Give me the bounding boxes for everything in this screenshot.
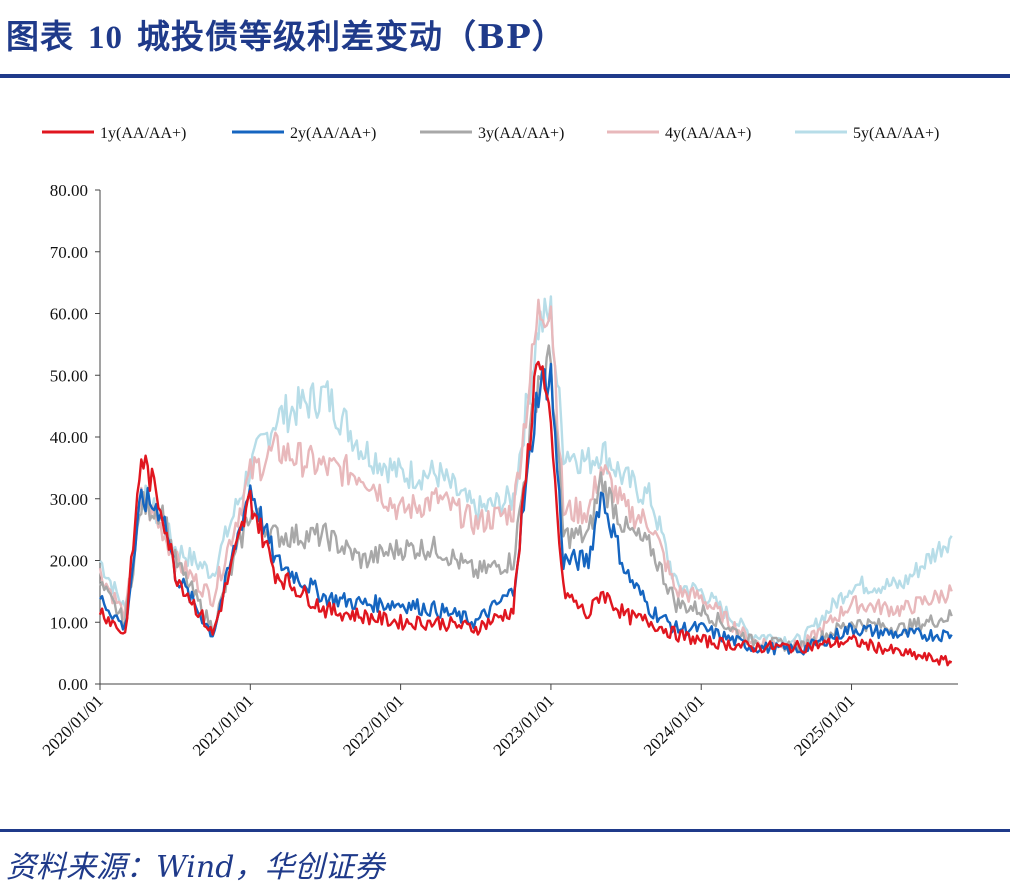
x-tick-label: 2022/01/01 — [339, 691, 407, 759]
y-tick-label: 80.00 — [50, 181, 88, 200]
x-tick-label: 2020/01/01 — [39, 691, 107, 759]
legend-label-5y: 5y(AA/AA+) — [853, 125, 939, 142]
y-tick-label: 50.00 — [50, 366, 88, 385]
x-tick-label: 2023/01/01 — [490, 691, 558, 759]
bottom-divider — [0, 829, 1010, 832]
figure-number: 10 — [88, 20, 123, 56]
figure-label: 图表 — [6, 17, 74, 56]
legend-label-3y: 3y(AA/AA+) — [478, 125, 564, 142]
y-tick-label: 30.00 — [50, 490, 88, 509]
y-tick-label: 0.00 — [58, 675, 88, 694]
legend-label-2y: 2y(AA/AA+) — [290, 125, 376, 142]
chart-area: 1y(AA/AA+) 2y(AA/AA+) 3y(AA/AA+) 4y(AA/AA+)… — [39, 125, 958, 760]
y-tick-label: 40.00 — [50, 428, 88, 447]
y-tick-label: 20.00 — [50, 552, 88, 571]
legend-label-1y: 1y(AA/AA+) — [100, 125, 186, 142]
series-line-5y — [99, 295, 953, 647]
top-divider — [0, 74, 1010, 78]
y-tick-label: 10.00 — [50, 613, 88, 632]
figure-title: 图表 10 城投债等级利差变动（BP） — [6, 10, 566, 58]
chart-title: 城投债等级利差变动（BP） — [137, 17, 566, 56]
x-tick-label: 2024/01/01 — [640, 691, 708, 759]
x-tick-label: 2025/01/01 — [790, 691, 858, 759]
y-tick-label: 60.00 — [50, 305, 88, 324]
y-tick-label: 70.00 — [50, 243, 88, 262]
series-line-1y — [98, 360, 953, 667]
x-tick-label: 2021/01/01 — [189, 691, 257, 759]
source-note: 资料来源：Wind，华创证券 — [6, 850, 385, 885]
series-line-4y — [98, 298, 953, 653]
legend-label-4y: 4y(AA/AA+) — [665, 125, 751, 142]
